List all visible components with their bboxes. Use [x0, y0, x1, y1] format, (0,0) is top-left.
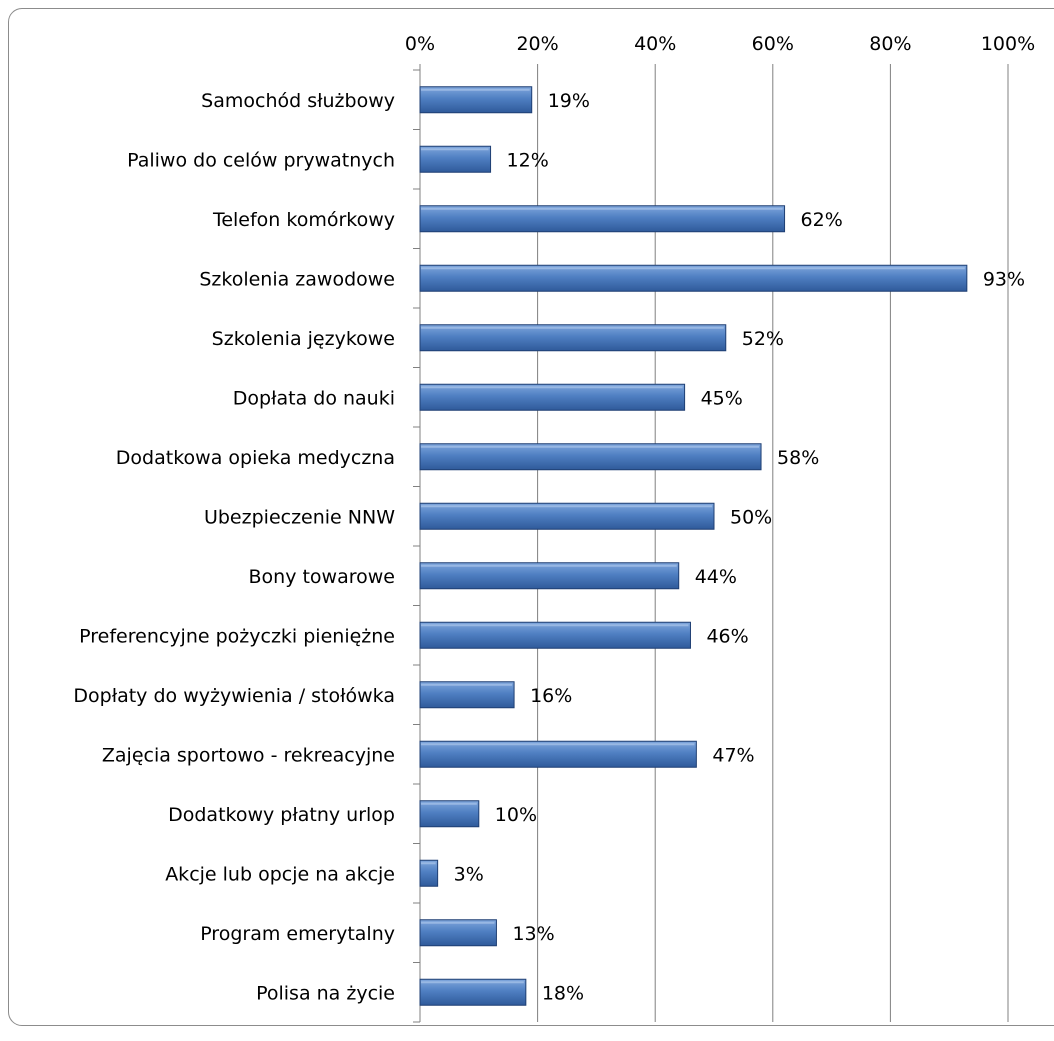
x-tick-label: 60% — [752, 33, 794, 55]
data-label: 44% — [695, 566, 737, 588]
data-label: 12% — [507, 149, 549, 171]
category-label: Polisa na życie — [256, 982, 395, 1004]
data-label: 58% — [777, 447, 819, 469]
category-label: Akcje lub opcje na akcje — [165, 863, 395, 885]
category-label: Szkolenia zawodowe — [199, 268, 395, 290]
data-label: 45% — [701, 387, 743, 409]
category-label: Bony towarowe — [249, 566, 396, 588]
category-label: Samochód służbowy — [201, 90, 395, 112]
data-label: 52% — [742, 328, 784, 350]
bar — [419, 859, 439, 887]
bars — [419, 86, 968, 1006]
data-label: 3% — [454, 863, 484, 885]
category-label: Dodatkowy płatny urlop — [168, 804, 395, 826]
x-tick-label: 40% — [634, 33, 676, 55]
data-label: 62% — [801, 209, 843, 231]
data-label: 18% — [542, 982, 584, 1004]
bar — [419, 919, 497, 947]
category-label: Preferencyjne pożyczki pieniężne — [79, 625, 395, 647]
data-label: 19% — [548, 90, 590, 112]
category-label: Dopłata do nauki — [233, 387, 395, 409]
data-label: 47% — [712, 744, 754, 766]
data-label: 50% — [730, 506, 772, 528]
bar — [419, 502, 715, 530]
bar — [419, 681, 515, 709]
category-label: Ubezpieczenie NNW — [204, 506, 395, 528]
bar — [419, 562, 680, 590]
bar — [419, 740, 697, 768]
data-label: 16% — [530, 685, 572, 707]
bar — [419, 800, 480, 828]
x-tick-label: 80% — [869, 33, 911, 55]
bar — [419, 383, 686, 411]
bar — [419, 145, 492, 173]
labels: 0% 20% 40% 60% 80% 100% Samochód służbowy 19% Pa… — [73, 33, 1035, 1004]
category-label: Dodatkowa opieka medyczna — [116, 447, 395, 469]
bar — [419, 621, 691, 649]
category-label: Program emerytalny — [200, 923, 395, 945]
data-label: 93% — [983, 268, 1025, 290]
bar — [419, 264, 968, 292]
category-label: Szkolenia językowe — [212, 328, 395, 350]
category-label: Zajęcia sportowo - rekreacyjne — [102, 744, 395, 766]
bar — [419, 978, 527, 1006]
category-label: Paliwo do celów prywatnych — [127, 149, 395, 171]
bar — [419, 86, 533, 114]
data-label: 46% — [706, 625, 748, 647]
data-label: 10% — [495, 804, 537, 826]
category-label: Dopłaty do wyżywienia / stołówka — [73, 685, 395, 707]
x-tick-label: 100% — [981, 33, 1035, 55]
category-label: Telefon komórkowy — [212, 209, 395, 231]
bar — [419, 324, 727, 352]
x-tick-label: 0% — [405, 33, 435, 55]
x-tick-label: 20% — [516, 33, 558, 55]
data-label: 13% — [512, 923, 554, 945]
bar — [419, 443, 762, 471]
bar — [419, 205, 786, 233]
